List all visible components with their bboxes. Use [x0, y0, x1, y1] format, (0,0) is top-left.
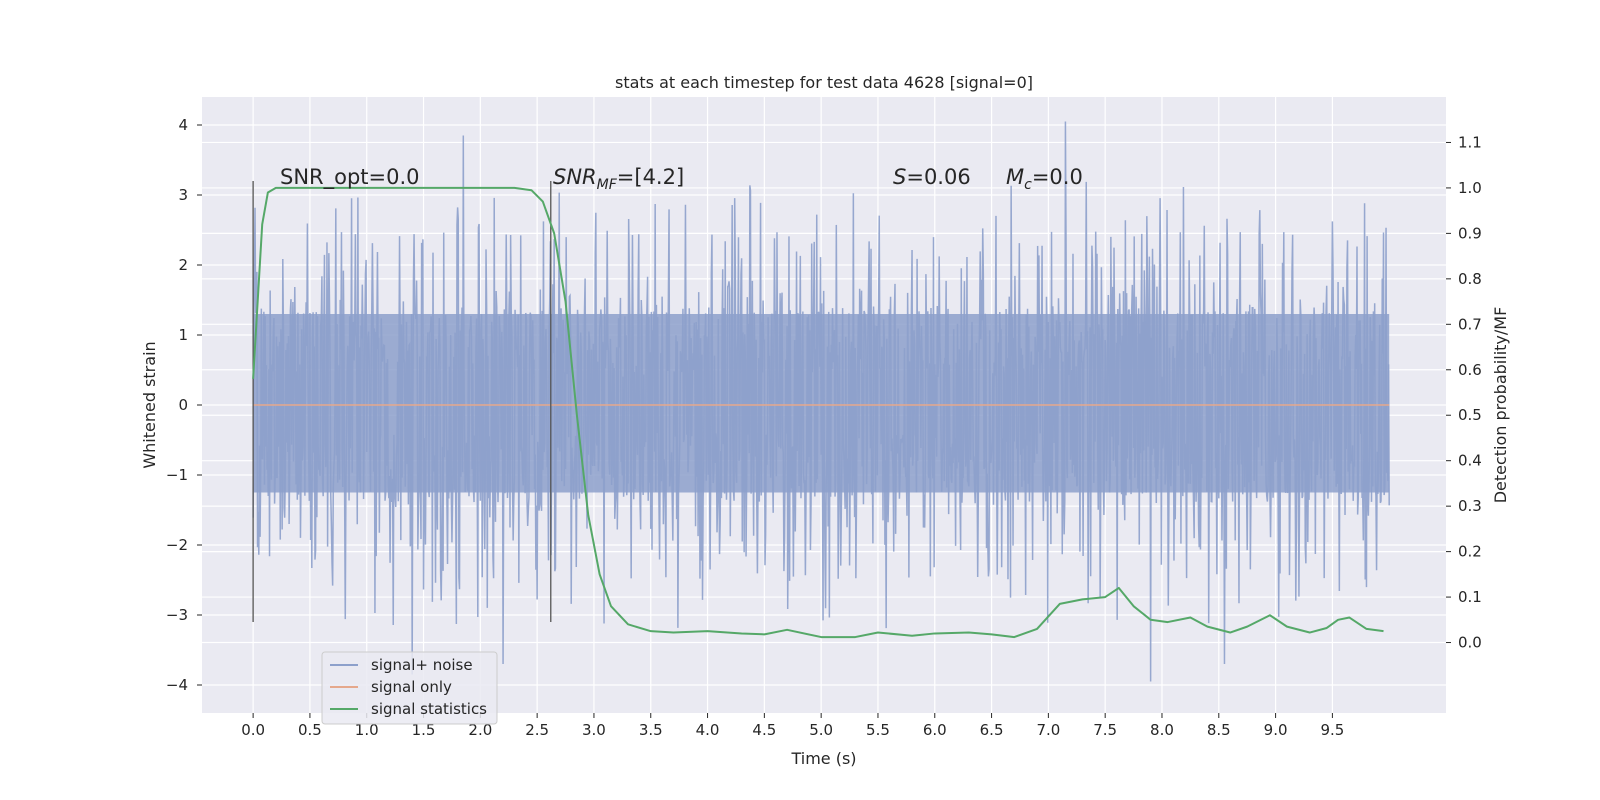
legend-label-signal-statistics: signal statistics — [371, 700, 487, 718]
legend-box — [321, 651, 498, 725]
y-tick-label: −4 — [166, 676, 188, 694]
x-tick-label: 4.5 — [752, 721, 776, 739]
y2-tick-label: 0.1 — [1458, 588, 1482, 606]
signal-statistics-series — [252, 186, 1384, 639]
y2-tick-label: 0.8 — [1458, 270, 1482, 288]
y-tick-label: −2 — [166, 536, 188, 554]
x-tick-label: 7.0 — [1036, 721, 1060, 739]
y-tick-label: −3 — [166, 606, 188, 624]
x-tick-label: 3.5 — [639, 721, 663, 739]
signal-statistics-line — [252, 186, 1384, 639]
y2-tick-label: 0.6 — [1458, 361, 1482, 379]
annotation-mc-main: M — [1006, 165, 1024, 189]
y2-tick-label: 0.0 — [1458, 634, 1482, 652]
x-tick-label: 5.5 — [866, 721, 890, 739]
x-axis-label: Time (s) — [790, 749, 856, 768]
legend: signal+ noise signal only signal statist… — [321, 651, 498, 725]
x-tick-label: 2.5 — [525, 721, 549, 739]
x-tick-label: 1.5 — [412, 721, 436, 739]
y2-tick-label: 1.0 — [1458, 179, 1482, 197]
y-tick-label: 1 — [178, 326, 188, 344]
x-tick-label: 0.5 — [298, 721, 322, 739]
ticks: 0.0 0.5 1.0 1.5 2.0 2.5 3.0 3.5 4.0 4.5 5.0 5.5 6.0 6… — [166, 116, 1482, 739]
y2-tick-label: 0.5 — [1458, 406, 1482, 424]
legend-label-signal-only: signal only — [371, 678, 452, 696]
signal-noise-series — [252, 121, 1390, 682]
y2-tick-label: 0.9 — [1458, 224, 1482, 242]
y2-tick-label: 0.2 — [1458, 543, 1482, 561]
annotation-snr-mf-value: =[4.2] — [617, 165, 684, 189]
x-tick-label: 3.0 — [582, 721, 606, 739]
x-tick-label: 2.0 — [468, 721, 492, 739]
annotation-snr-mf-sub: MF — [597, 177, 618, 193]
y2-tick-label: 0.7 — [1458, 315, 1482, 333]
annotation-snr-opt: SNR_opt=0.0 — [280, 165, 420, 190]
signal-noise-line — [252, 121, 1390, 682]
x-tick-label: 6.5 — [980, 721, 1004, 739]
y-tick-label: 0 — [178, 396, 188, 414]
x-tick-label: 5.0 — [809, 721, 833, 739]
annotation-s-main: S — [893, 165, 906, 189]
annotation-snr-mf-main: SNR — [553, 165, 597, 189]
annotation-s-value: =0.06 — [906, 165, 970, 189]
annotation-mc-sub: c — [1024, 177, 1032, 193]
annotation-s: S=0.06 — [893, 165, 971, 189]
x-tick-label: 1.0 — [355, 721, 379, 739]
y2-tick-label: 0.4 — [1458, 452, 1482, 470]
annotation-mc-value: =0.0 — [1032, 165, 1083, 189]
y-tick-label: 4 — [178, 116, 188, 134]
x-tick-label: 6.0 — [923, 721, 947, 739]
x-tick-label: 4.0 — [696, 721, 720, 739]
y-tick-label: −1 — [166, 466, 188, 484]
x-tick-label: 0.0 — [241, 721, 265, 739]
y-tick-label: 2 — [178, 256, 188, 274]
y-axis-label: Whitened strain — [140, 341, 159, 468]
y2-tick-label: 1.1 — [1458, 133, 1482, 151]
annotation-mc: Mc=0.0 — [1006, 165, 1083, 193]
x-tick-label: 8.0 — [1150, 721, 1174, 739]
x-tick-label: 9.0 — [1264, 721, 1288, 739]
annotation-snr-mf: SNRMF=[4.2] — [553, 165, 684, 193]
x-tick-label: 7.5 — [1093, 721, 1117, 739]
x-tick-label: 8.5 — [1207, 721, 1231, 739]
legend-label-signal-noise: signal+ noise — [371, 656, 473, 674]
x-tick-label: 9.5 — [1320, 721, 1344, 739]
y2-axis-label: Detection probability/MF — [1491, 307, 1510, 504]
vertical-lines — [252, 181, 552, 622]
y2-tick-label: 0.3 — [1458, 497, 1482, 515]
chart-title: stats at each timestep for test data 462… — [615, 73, 1033, 92]
y-tick-label: 3 — [178, 186, 188, 204]
